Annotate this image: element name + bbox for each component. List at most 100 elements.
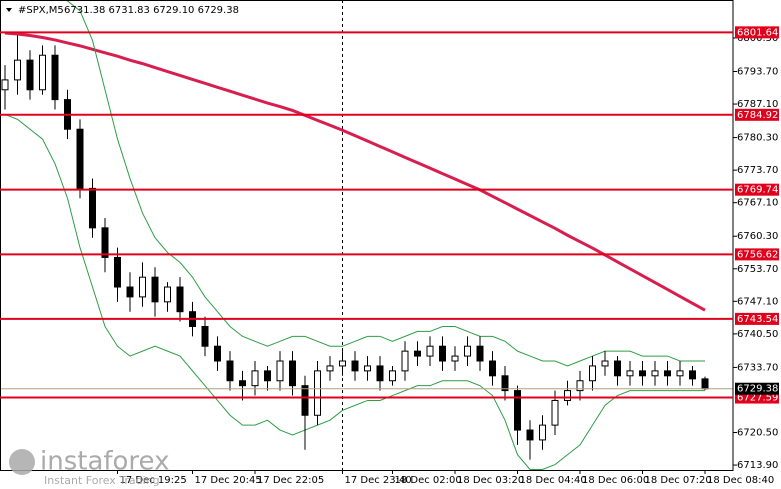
x-tick-label: 17 Dec 23:40 — [345, 475, 412, 486]
candle-body — [301, 385, 309, 416]
candle-body — [514, 390, 521, 431]
y-tick-label: 6747.10 — [737, 296, 778, 307]
candle-body — [501, 375, 509, 392]
watermark-brand: instaforex — [40, 447, 169, 477]
candle-body — [564, 390, 571, 401]
x-tick-label: 18 Dec 07:20 — [645, 475, 712, 486]
candle-body — [139, 276, 146, 298]
candle-body — [389, 370, 396, 382]
watermark-slogan: Instant Forex Trading — [44, 474, 160, 487]
price-tag — [735, 382, 779, 395]
level-label: 6727.59 — [737, 393, 778, 404]
candle-body — [114, 256, 121, 288]
candle-body — [76, 128, 84, 189]
candle-body — [289, 360, 296, 387]
plot-frame — [0, 0, 734, 471]
candle-body — [201, 325, 209, 347]
candle-body — [176, 286, 184, 313]
candle-body — [689, 370, 696, 380]
bollinger-band — [4, 113, 705, 470]
candle-body — [664, 370, 671, 377]
candle-body — [589, 365, 596, 382]
candle-body — [489, 360, 496, 377]
candle-body — [214, 345, 221, 362]
candle-body — [464, 345, 471, 357]
candle-body — [401, 350, 409, 372]
candle-body — [251, 370, 259, 387]
candle-body — [239, 380, 246, 387]
level-tag — [735, 108, 779, 121]
level-tag — [735, 312, 779, 325]
y-tick-label: 6800.50 — [737, 33, 778, 44]
level-tag — [735, 26, 779, 39]
watermark: instaforex Instant Forex Trading — [9, 447, 169, 487]
candle-body — [676, 370, 684, 377]
candle-body — [164, 286, 171, 303]
candle-body — [526, 429, 534, 441]
candle-body — [14, 59, 21, 81]
x-tick-label: 18 Dec 03:20 — [457, 475, 524, 486]
x-tick-label: 18 Dec 02:00 — [395, 475, 462, 486]
candle-body — [314, 370, 321, 416]
y-tick-label: 6713.90 — [737, 460, 778, 471]
level-tag — [735, 183, 779, 196]
y-tick-label: 6720.50 — [737, 428, 778, 439]
watermark-logo — [9, 449, 35, 475]
candle-body — [576, 380, 584, 392]
x-tick-label: 18 Dec 08:40 — [707, 475, 774, 486]
y-tick-label: 6753.70 — [737, 264, 778, 275]
candle-body — [101, 227, 109, 258]
level-label: 6801.64 — [737, 27, 778, 38]
candle-body — [639, 370, 646, 377]
candle-body — [126, 286, 134, 298]
symbol: #SPX,M5 — [18, 5, 64, 16]
candle-body — [376, 365, 384, 382]
candle-body — [614, 360, 621, 377]
candle-body — [351, 360, 359, 372]
y-tick-label: 6793.70 — [737, 67, 778, 78]
candle-body — [226, 360, 234, 382]
level-label: 6756.62 — [737, 249, 778, 260]
candle-body — [39, 54, 46, 91]
level-label: 6784.92 — [737, 110, 778, 121]
y-tick-label: 6767.10 — [737, 198, 778, 209]
candle-body — [451, 355, 459, 362]
candle-body — [264, 370, 271, 382]
candle-body — [701, 378, 709, 390]
candle-body — [364, 365, 371, 372]
candle-body — [439, 345, 446, 362]
candle-body — [626, 370, 634, 377]
y-tick-label: 6740.50 — [737, 329, 778, 340]
candle-body — [26, 59, 34, 91]
candle-body — [476, 345, 484, 362]
candle-body — [551, 399, 559, 426]
x-tick-label: 17 Dec 19:25 — [120, 475, 187, 486]
x-tick-label: 18 Dec 06:00 — [582, 475, 649, 486]
bollinger-band — [63, 0, 705, 367]
price-label: 6729.38 — [737, 384, 778, 395]
y-tick-label: 6760.30 — [737, 231, 778, 242]
y-tick-label: 6773.70 — [737, 165, 778, 176]
candle-body — [601, 360, 609, 367]
moving-average — [4, 31, 706, 312]
y-tick-label: 6787.10 — [737, 99, 778, 110]
x-tick-label: 17 Dec 22:05 — [257, 475, 324, 486]
level-tag — [735, 248, 779, 261]
level-label: 6769.74 — [737, 185, 778, 196]
candle-body — [426, 345, 434, 357]
candle-body — [339, 360, 346, 367]
x-tick-label: 17 Dec 20:45 — [195, 475, 262, 486]
candle-body — [89, 187, 96, 229]
candle-body — [539, 424, 546, 441]
quote: 6731.38 6731.83 6729.10 6729.38 — [64, 5, 239, 16]
menu-arrow — [6, 8, 12, 12]
x-tick-label: 18 Dec 04:40 — [520, 475, 587, 486]
candle-body — [276, 360, 284, 382]
candle-body — [1, 79, 9, 91]
y-tick-label: 6733.70 — [737, 362, 778, 373]
candle-body — [414, 350, 421, 357]
candle-body — [151, 276, 159, 303]
level-label: 6743.54 — [737, 314, 778, 325]
